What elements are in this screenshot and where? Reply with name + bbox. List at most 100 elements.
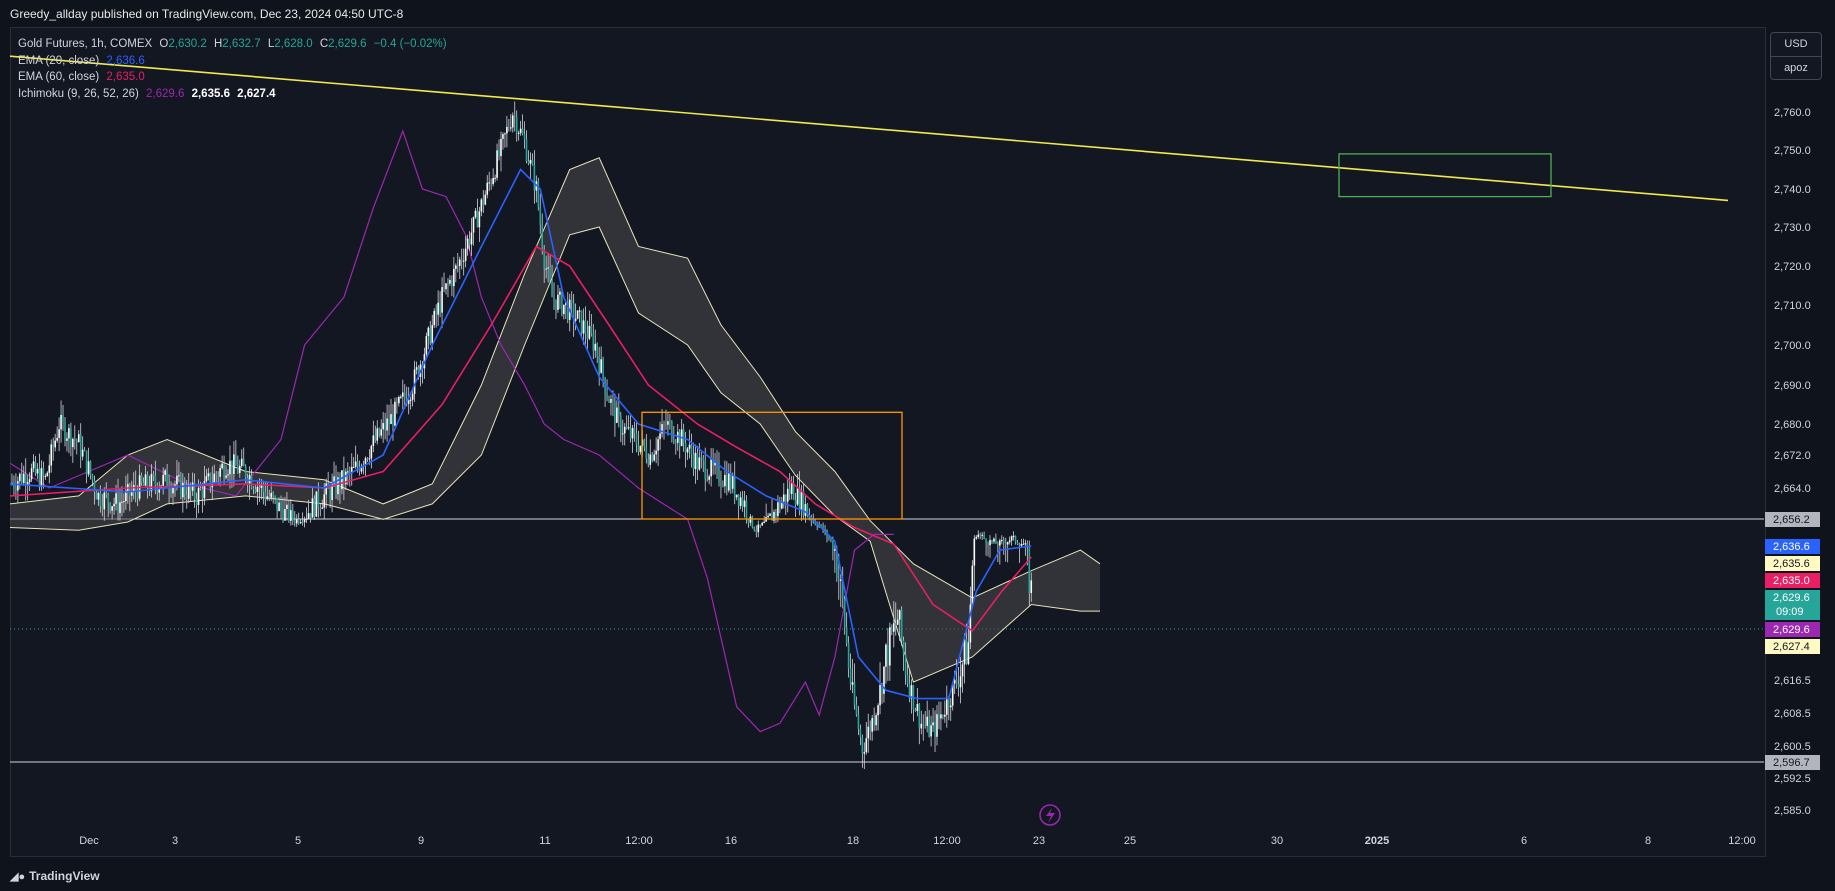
candle-body [193, 482, 196, 499]
candle-body [657, 439, 659, 451]
candle-body [627, 427, 630, 429]
candle-body [786, 488, 789, 502]
candle-body [985, 538, 987, 544]
candle-body [832, 540, 834, 551]
price-label: 2,636.6 [1773, 541, 1810, 553]
lightning-bolt-icon [1046, 808, 1055, 823]
candle-body [712, 458, 714, 466]
candle-body [117, 493, 119, 513]
candle-body [655, 450, 657, 455]
price-label: 2,635.6 [1773, 558, 1810, 570]
candle-body [195, 498, 198, 505]
candle-body [292, 510, 294, 521]
candle-body [142, 482, 145, 486]
candle-body [38, 468, 41, 488]
candle-body [940, 714, 942, 719]
candle-body [665, 424, 667, 426]
candle-body [201, 489, 204, 499]
candle-body [582, 320, 585, 334]
candle-body [942, 714, 944, 717]
candle-body [714, 462, 716, 466]
candle-body [504, 133, 506, 135]
candle-body [682, 429, 685, 443]
y-tick-label: 2,700.0 [1774, 340, 1811, 352]
candle-body [987, 543, 989, 546]
candle-body [710, 458, 712, 477]
candle-body [246, 477, 249, 485]
candle-body [215, 473, 218, 476]
price-label: 2,629.6 [1773, 624, 1810, 636]
y-tick-label: 2,585.0 [1774, 805, 1811, 817]
candle-body [115, 493, 117, 504]
candle-body [553, 296, 555, 300]
candle-body [197, 488, 200, 505]
candle-body [969, 604, 972, 643]
candle-body [502, 134, 504, 139]
candle-body [380, 429, 382, 436]
y-tick-label: 2,664.0 [1774, 483, 1811, 495]
candle-body [356, 461, 359, 467]
candle-body [586, 333, 589, 339]
candle-body [684, 442, 687, 453]
candle-body [755, 530, 758, 533]
candle-body [688, 444, 691, 449]
legend-row-ema60[interactable]: EMA (60, close) 2,635.0 [18, 69, 447, 86]
x-tick-label: 3 [172, 835, 178, 847]
candle-body [392, 414, 394, 426]
candle-body [580, 310, 583, 334]
candle-body [121, 501, 123, 503]
currency-selector[interactable]: USD apoz [1770, 32, 1822, 80]
candle-body [757, 524, 760, 533]
candle-body [75, 440, 78, 443]
candle-body [95, 492, 98, 500]
chart-pane[interactable] [10, 27, 1766, 857]
y-tick-label: 2,592.5 [1774, 773, 1811, 785]
candle-body [17, 481, 19, 491]
candle-body [87, 461, 90, 475]
chart-legend: Gold Futures, 1h, COMEX O2,630.2 H2,632.… [18, 36, 447, 102]
candle-body [97, 492, 100, 500]
candle-body [959, 676, 962, 688]
candle-body [814, 521, 817, 525]
candle-body [708, 476, 710, 480]
candle-body [437, 302, 439, 315]
open-value: 2,630.2 [168, 38, 207, 50]
candle-body [364, 458, 367, 466]
candle-body [963, 639, 966, 665]
candle-body [692, 454, 695, 470]
legend-row-ema20[interactable]: EMA (20, close) 2,636.6 [18, 53, 447, 70]
candle-body [445, 283, 447, 290]
candle-body [761, 522, 763, 526]
candle-body [592, 333, 595, 351]
candle-body [898, 610, 901, 620]
candle-body [608, 398, 610, 403]
legend-row-ichimoku[interactable]: Ichimoku (9, 26, 52, 26) 2,629.6 2,635.6… [18, 86, 447, 103]
candle-body [910, 685, 913, 699]
candle-body [918, 704, 921, 729]
candle-body [348, 471, 351, 474]
candle-body [260, 484, 263, 488]
candle-body [15, 487, 17, 491]
candle-body [433, 310, 436, 326]
candle-body [645, 447, 648, 459]
candle-body [700, 457, 703, 459]
candle-body [800, 491, 803, 511]
candle-body [621, 433, 624, 435]
candle-body [50, 444, 53, 466]
candle-body [1028, 545, 1031, 593]
candle-body [1030, 580, 1033, 593]
candle-body [661, 424, 663, 434]
candle-body [468, 238, 471, 245]
price-label-bg [1765, 639, 1820, 654]
candle-body [926, 716, 928, 726]
candle-body [478, 211, 481, 228]
y-tick-label: 2,750.0 [1774, 145, 1811, 157]
candle-body [28, 479, 31, 483]
candle-body [119, 502, 121, 513]
candle-body [784, 494, 787, 502]
footer-brand[interactable]: ◢● TradingView [10, 869, 100, 883]
candle-body [394, 401, 396, 426]
candle-body [34, 461, 37, 474]
candle-body [653, 454, 655, 461]
